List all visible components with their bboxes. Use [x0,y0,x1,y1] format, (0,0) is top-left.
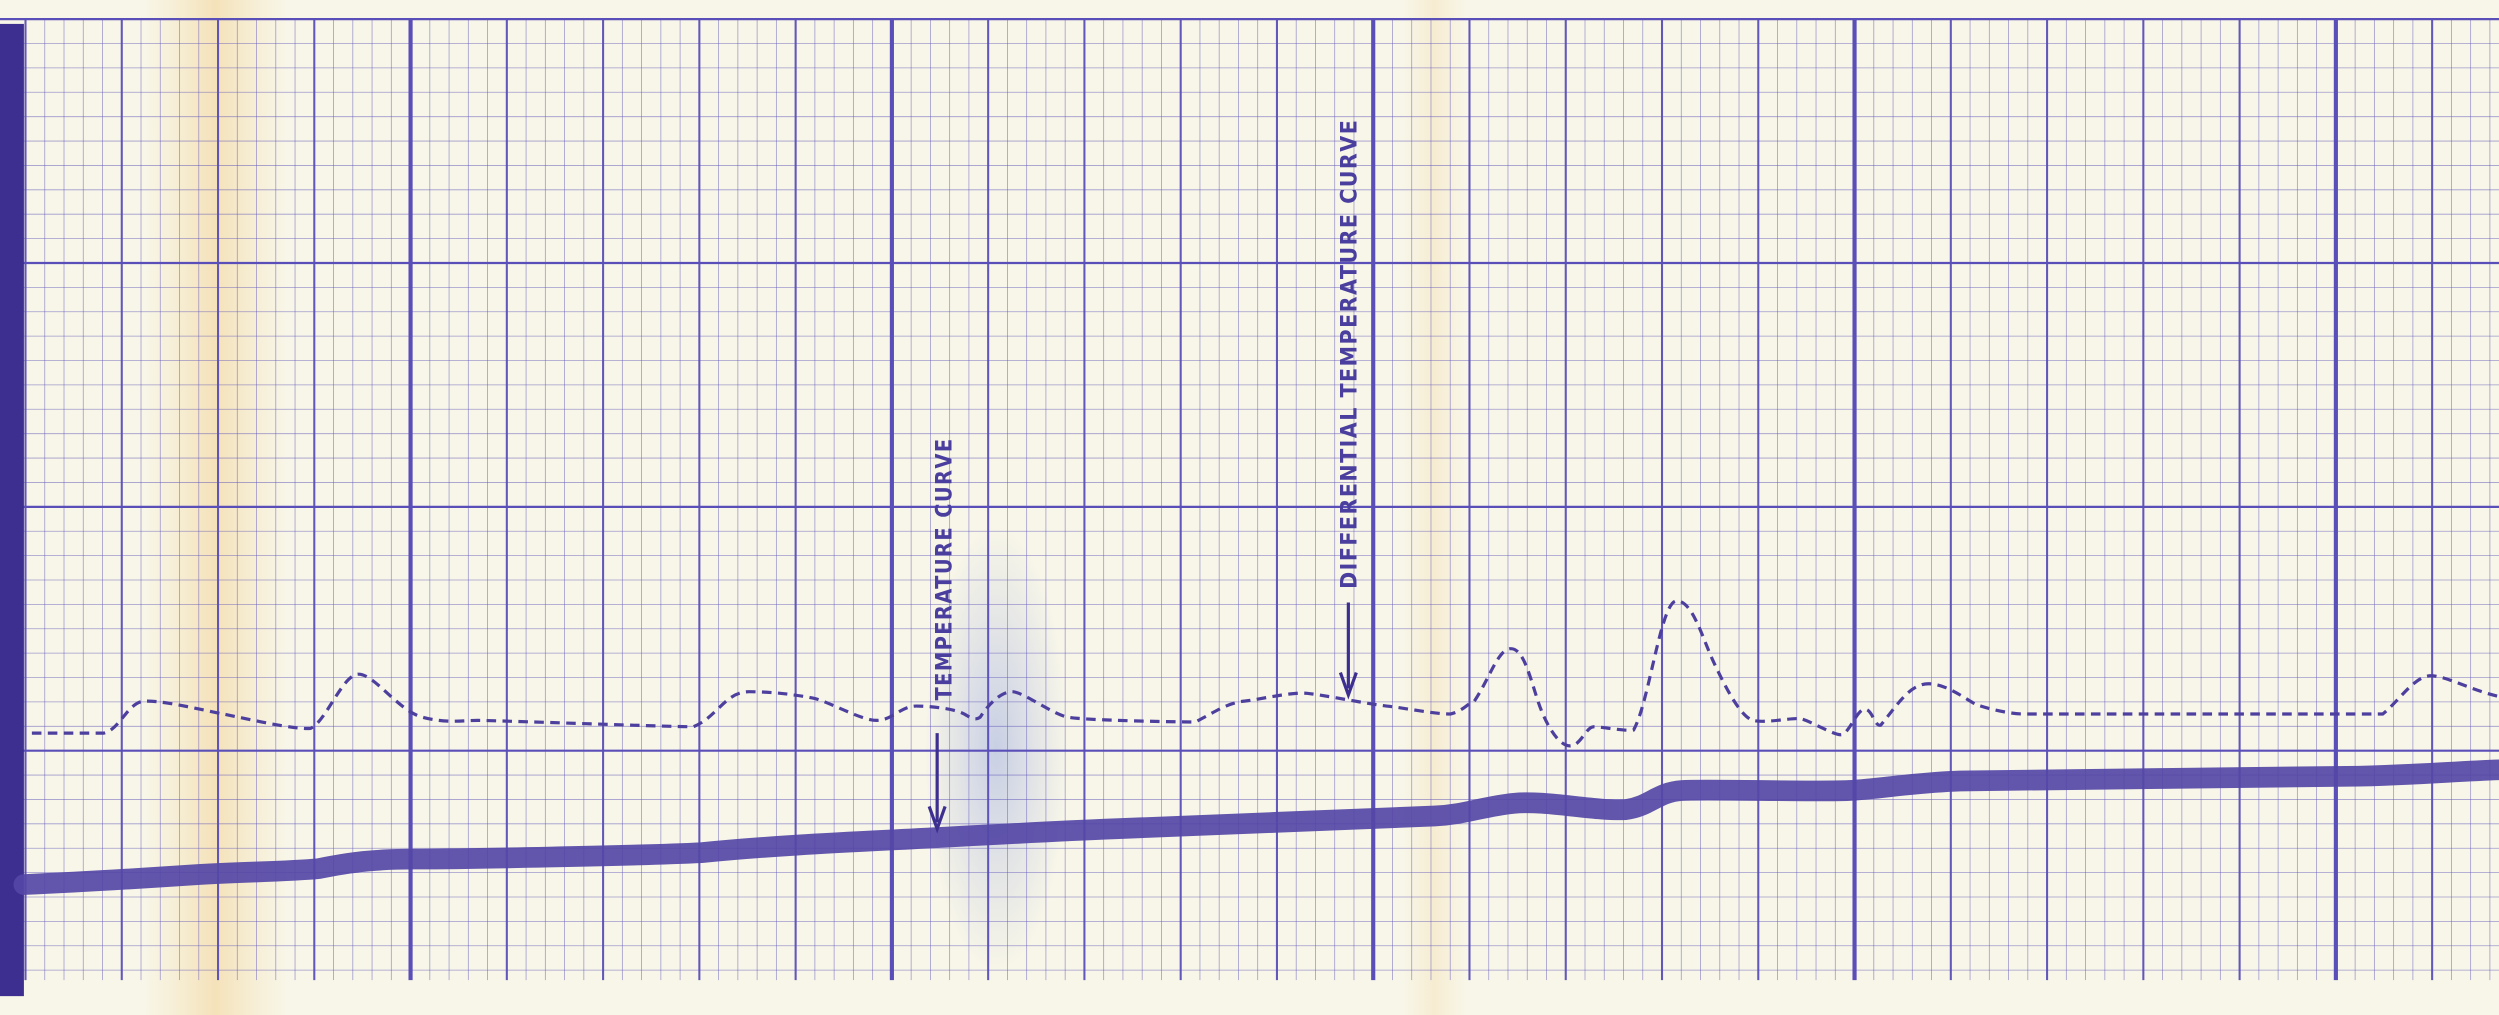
ink-smear [924,525,1068,973]
differential-temperature-curve-label: DIFFERENTIAL TEMPERATURE CURVE [1336,119,1362,589]
temperature-curve-label: TEMPERATURE CURVE [931,437,957,700]
temperature-curve [13,759,2499,895]
differential-temperature-curve [31,599,2499,748]
grid [0,18,2499,981]
arrow-head [927,805,947,834]
arrow-head [1338,672,1358,700]
paper-edge [0,23,24,997]
